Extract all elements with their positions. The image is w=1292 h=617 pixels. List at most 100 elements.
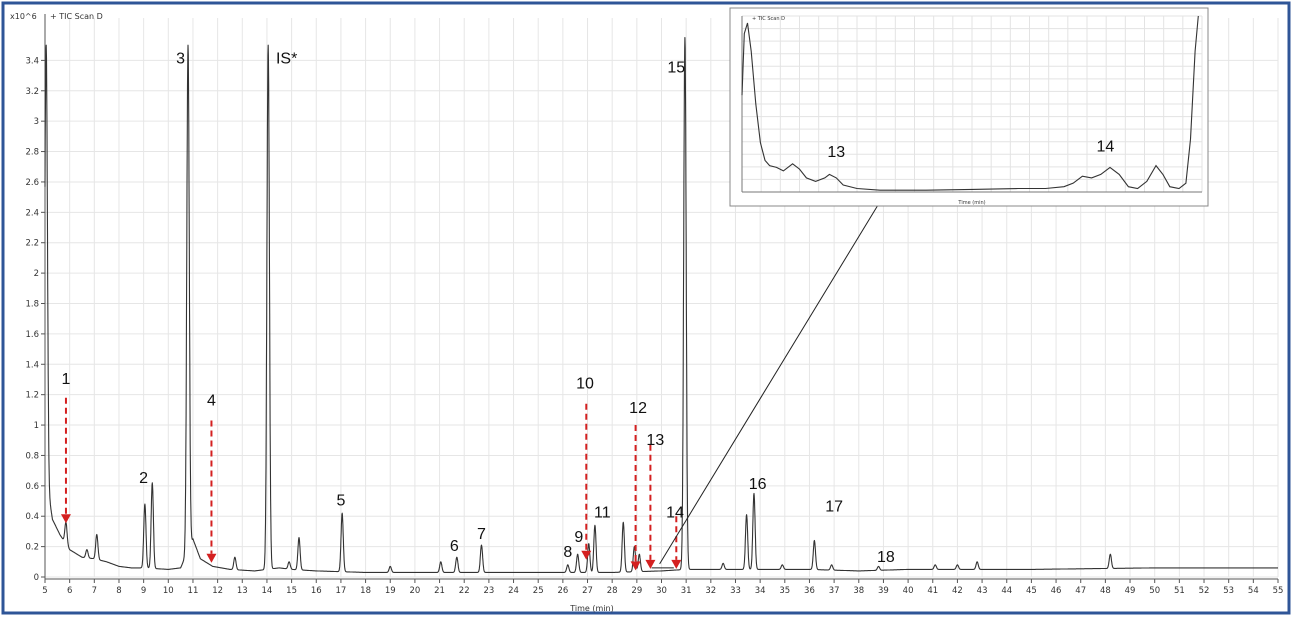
x-tick-label: 11 <box>188 586 199 596</box>
tic-line <box>44 37 1279 573</box>
y-tick-label: 0.2 <box>25 543 39 553</box>
y-tick-label: 0 <box>34 573 39 583</box>
peak-label-IS*: IS* <box>276 50 297 67</box>
inset-chart: + TIC Scan D Time (min) 13 14 <box>729 7 1209 207</box>
x-tick-label: 22 <box>459 586 470 596</box>
chart-title: + TIC Scan D <box>50 12 103 21</box>
x-tick-label: 49 <box>1125 586 1136 596</box>
y-tick-label: 3.2 <box>25 87 39 97</box>
peak-label-17: 17 <box>825 499 843 516</box>
x-tick-label: 7 <box>92 586 97 596</box>
zoom-connector <box>659 204 879 565</box>
x-tick-label: 9 <box>141 586 146 596</box>
x-axis-label: Time (min) <box>569 604 613 613</box>
x-tick-label: 13 <box>237 586 248 596</box>
x-tick-label: 21 <box>434 586 445 596</box>
x-tick-label: 6 <box>67 586 72 596</box>
peak-label-6: 6 <box>450 538 459 555</box>
x-tick-label: 42 <box>952 586 963 596</box>
y-multiplier: x10^6 <box>10 12 37 21</box>
x-tick-label: 18 <box>360 586 371 596</box>
peak-label-7: 7 <box>477 526 486 543</box>
x-tick-label: 51 <box>1174 586 1185 596</box>
inset-title: + TIC Scan D <box>752 16 785 22</box>
peak-label-12: 12 <box>629 400 647 417</box>
x-tick-label: 14 <box>262 586 273 596</box>
y-tick-label: 3.4 <box>25 56 39 66</box>
x-tick-label: 33 <box>730 586 741 596</box>
y-tick-label: 3 <box>34 117 39 127</box>
x-tick-label: 32 <box>705 586 716 596</box>
y-tick-label: 0.8 <box>25 451 39 461</box>
x-tick-label: 53 <box>1223 586 1234 596</box>
inset-x-label: Time (min) <box>957 200 985 206</box>
x-tick-label: 23 <box>483 586 494 596</box>
x-tick-label: 12 <box>212 586 223 596</box>
y-tick-label: 1.6 <box>25 330 39 340</box>
inset-label-14: 14 <box>1097 139 1115 156</box>
x-tick-label: 45 <box>1026 586 1037 596</box>
x-tick-label: 40 <box>903 586 914 596</box>
x-tick-label: 8 <box>116 586 121 596</box>
x-tick-label: 19 <box>385 586 396 596</box>
x-tick-label: 5 <box>42 586 47 596</box>
x-tick-label: 10 <box>163 586 174 596</box>
red-arrowhead-13 <box>645 559 656 569</box>
y-tick-label: 2.4 <box>25 208 39 218</box>
x-tick-label: 47 <box>1075 586 1086 596</box>
peak-label-15: 15 <box>667 60 685 77</box>
inset-border <box>729 7 1209 207</box>
peak-label-13: 13 <box>646 432 664 449</box>
x-tick-label: 50 <box>1149 586 1160 596</box>
peak-label-1: 1 <box>62 371 71 388</box>
x-tick-label: 25 <box>533 586 544 596</box>
y-tick-label: 0.4 <box>25 512 39 522</box>
x-tick-label: 16 <box>311 586 322 596</box>
x-tick-label: 52 <box>1199 586 1210 596</box>
x-tick-label: 15 <box>286 586 297 596</box>
x-tick-label: 48 <box>1100 586 1111 596</box>
y-tick-label: 1.2 <box>25 391 39 401</box>
y-tick-label: 2 <box>34 269 39 279</box>
peak-label-3: 3 <box>176 50 185 67</box>
red-arrowhead-14 <box>671 559 682 569</box>
y-tick-label: 1.4 <box>25 360 39 370</box>
x-tick-label: 20 <box>409 586 420 596</box>
peak-label-14: 14 <box>666 505 684 522</box>
peak-label-2: 2 <box>139 470 148 487</box>
peak-label-16: 16 <box>749 476 767 493</box>
peak-label-10: 10 <box>576 376 594 393</box>
peak-label-5: 5 <box>336 493 345 510</box>
red-arrowhead-4 <box>206 553 217 563</box>
tic-trace <box>44 37 1279 573</box>
annotation-arrows <box>60 397 682 571</box>
inset-label-13: 13 <box>827 144 845 161</box>
x-tick-label: 44 <box>1001 586 1012 596</box>
x-tick-label: 24 <box>508 586 519 596</box>
peak-label-18: 18 <box>877 549 895 566</box>
x-tick-label: 39 <box>878 586 889 596</box>
x-tick-label: 34 <box>755 586 766 596</box>
x-tick-label: 26 <box>557 586 568 596</box>
x-tick-label: 28 <box>607 586 618 596</box>
x-tick-label: 29 <box>631 586 642 596</box>
peak-label-11: 11 <box>594 505 611 522</box>
red-arrowhead-1 <box>60 514 71 524</box>
y-tick-label: 2.8 <box>25 148 39 158</box>
y-tick-label: 2.2 <box>25 239 39 249</box>
peak-label-9: 9 <box>574 529 583 546</box>
x-tick-label: 30 <box>656 586 667 596</box>
y-tick-label: 1.8 <box>25 300 39 310</box>
peak-label-4: 4 <box>207 392 216 409</box>
red-arrowhead-10 <box>581 550 592 560</box>
y-tick-label: 0.6 <box>25 482 39 492</box>
y-tick-label: 1 <box>34 421 39 431</box>
x-tick-label: 55 <box>1273 586 1284 596</box>
inset-trace <box>741 15 1199 191</box>
x-tick-label: 31 <box>681 586 692 596</box>
y-tick-label: 2.6 <box>25 178 39 188</box>
x-tick-label: 37 <box>829 586 840 596</box>
x-tick-label: 38 <box>853 586 864 596</box>
